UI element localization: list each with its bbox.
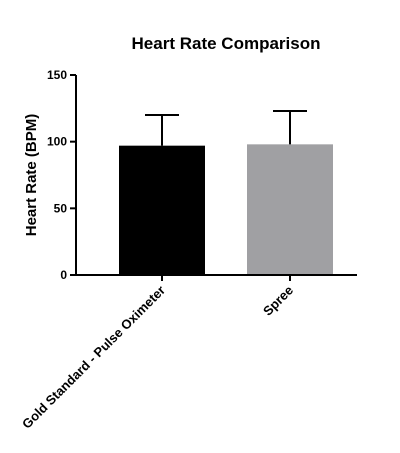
y-tick-label-0: 0 bbox=[60, 268, 67, 282]
y-tick-label-3: 150 bbox=[47, 68, 67, 82]
y-axis-label: Heart Rate (BPM) bbox=[23, 114, 40, 237]
chart-title: Heart Rate Comparison bbox=[132, 34, 321, 53]
bar-0 bbox=[119, 145, 205, 275]
x-tick-label-1: Spree bbox=[260, 283, 296, 319]
plot-area: 0 50 100 150 Gold Standard - Pulse Oximeter S… bbox=[19, 68, 357, 432]
y-tick-label-2: 100 bbox=[47, 135, 67, 149]
x-tick-label-0: Gold Standard - Pulse Oximeter bbox=[19, 283, 168, 432]
bar-1 bbox=[247, 144, 333, 275]
y-tick-label-1: 50 bbox=[54, 201, 68, 215]
